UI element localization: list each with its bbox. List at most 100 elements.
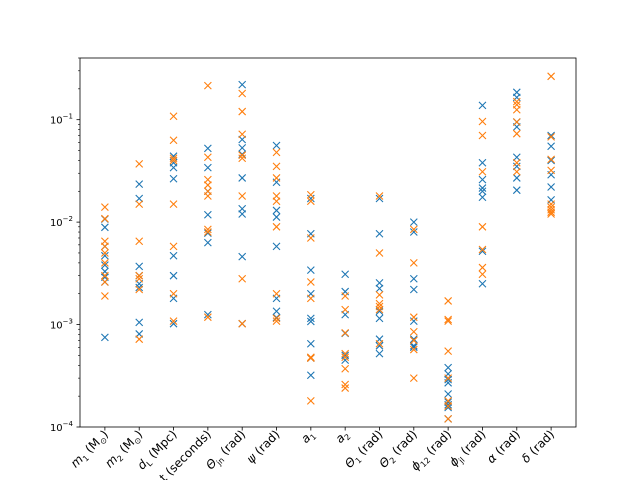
y-tick-label: 10−1 [50,113,73,127]
data-point-series-1 [478,175,487,184]
data-point-series-1 [272,242,281,251]
data-point-series-2 [169,154,178,163]
data-point-series-1 [135,262,144,271]
data-point-series-2 [341,292,350,300]
y-tick-label: 10−2 [50,215,73,229]
data-point-series-2 [375,249,384,257]
data-point-series-2 [409,313,418,322]
data-point-series-1 [306,371,315,380]
data-point-series-2 [444,315,453,324]
y-tick-exponent: −3 [63,318,73,326]
data-point-series-1 [135,194,144,203]
data-point-series-2 [512,129,521,138]
data-point-series-2 [169,112,178,121]
data-point-series-2 [444,402,453,410]
data-point-series-1 [238,210,247,218]
y-tick-base: 10 [50,218,63,229]
data-point-series-2 [238,274,247,283]
data-point-series-2 [512,105,521,114]
data-point-series-1 [169,271,178,280]
data-point-series-1 [375,229,384,238]
data-point-series-2 [203,225,212,234]
data-point-series-1 [409,228,418,236]
data-point-series-2 [272,148,281,157]
data-point-series-2 [444,347,453,356]
data-point-series-2 [135,285,144,294]
data-point-series-1 [341,270,350,279]
x-tick-label-sub: 2 [343,432,353,442]
data-point-series-1 [547,156,556,165]
data-point-series-2 [135,271,144,280]
data-point-series-2 [375,290,384,299]
data-point-series-1 [547,142,556,151]
data-point-series-2 [478,245,487,254]
data-point-series-2 [444,297,453,305]
data-point-series-2 [375,305,384,314]
data-point-series-2 [306,190,315,199]
data-point-series-2 [100,258,109,267]
data-point-series-2 [203,228,212,236]
data-point-series-2 [135,335,144,344]
data-point-series-1 [203,229,212,238]
data-point-series-1 [478,247,487,256]
data-point-series-1 [478,279,487,288]
data-point-series-2 [547,210,556,218]
data-point-series-2 [409,327,418,336]
data-point-series-1 [135,180,144,188]
data-point-series-2 [169,200,178,208]
data-point-series-1 [169,174,178,183]
data-point-series-1 [375,341,384,350]
data-point-series-1 [409,218,418,227]
data-point-series-1 [375,349,384,358]
data-point-series-1 [478,187,487,196]
data-point-series-2 [512,158,521,167]
data-point-series-2 [272,197,281,206]
data-point-series-2 [478,117,487,126]
data-point-series-2 [135,160,144,168]
data-point-series-2 [203,313,212,322]
data-point-series-2 [100,203,109,212]
data-point-series-2 [272,222,281,231]
data-point-series-2 [547,72,556,81]
data-point-series-1 [512,174,521,182]
data-point-series-1 [238,174,247,182]
data-point-series-2 [444,374,453,383]
data-point-series-1 [547,183,556,191]
data-point-series-1 [306,339,315,348]
x-tick-label-sub: jl [456,456,466,466]
data-point-series-1 [272,307,281,316]
data-point-series-1 [478,158,487,167]
data-point-series-1 [512,153,521,162]
data-point-series-2 [547,132,556,141]
data-point-series-2 [341,349,350,358]
data-point-series-2 [547,208,556,217]
data-point-series-1 [203,310,212,319]
data-point-series-1 [100,223,109,232]
data-point-series-2 [512,118,521,126]
data-point-series-2 [306,234,315,242]
data-point-series-2 [375,302,384,311]
data-point-series-1 [238,80,247,89]
data-point-series-2 [169,136,178,145]
data-point-series-2 [238,154,247,163]
data-point-series-1 [478,101,487,110]
data-point-series-2 [306,353,315,362]
data-point-series-2 [409,336,418,345]
data-point-series-2 [409,258,418,267]
data-point-series-1 [409,343,418,352]
data-point-series-2 [169,156,178,165]
data-point-series-2 [341,328,350,337]
data-point-series-1 [203,144,212,153]
data-point-series-2 [306,354,315,363]
data-point-series-1 [135,318,144,327]
data-point-series-1 [444,363,453,372]
data-point-series-2 [100,292,109,300]
data-point-series-1 [478,193,487,202]
data-point-series-1 [306,266,315,275]
data-point-series-2 [375,339,384,348]
data-point-series-1 [100,251,109,260]
x-tick-label-sub: 1 [354,456,364,466]
data-point-series-2 [341,384,350,392]
